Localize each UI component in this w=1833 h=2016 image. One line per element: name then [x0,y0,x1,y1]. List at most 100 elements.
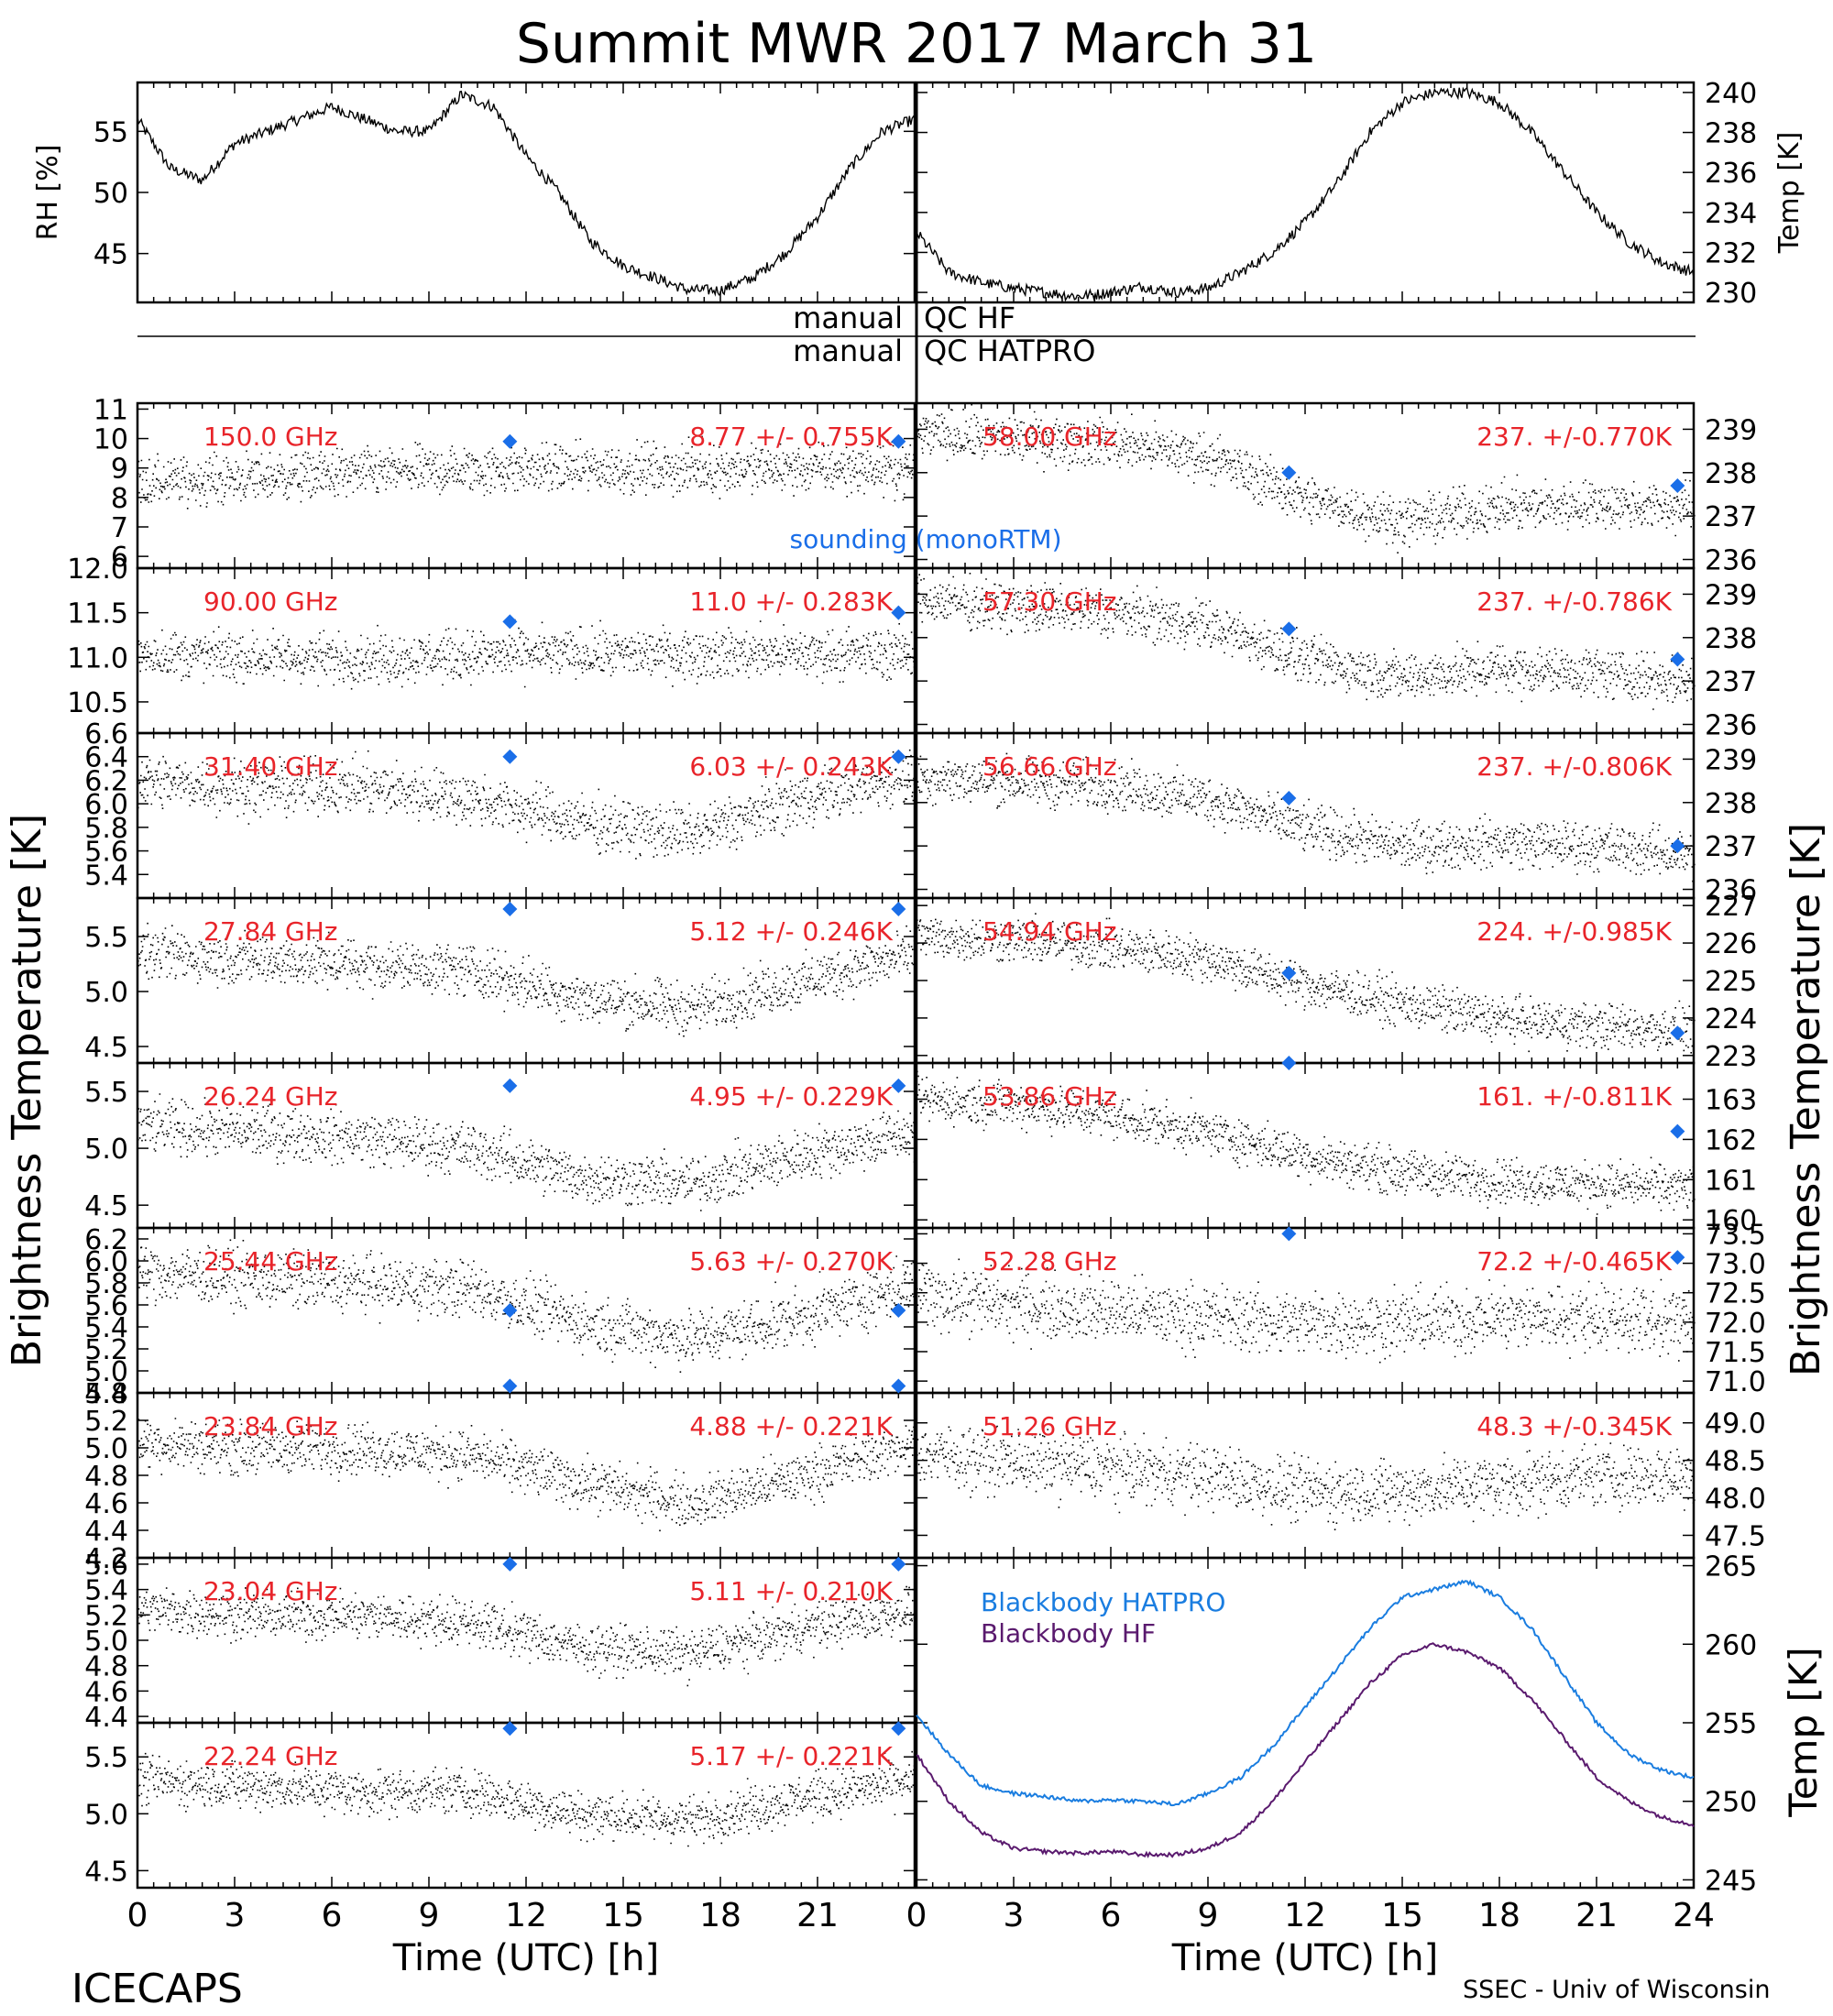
panel-54-94-freq-label: 54.94 GHz [982,916,1117,947]
x-tick-label-right: 18 [1478,1897,1520,1934]
panel-22-24-ytick-label: 5.0 [84,1799,128,1831]
panel-52-28-ytick-label: 73.5 [1705,1219,1766,1251]
legend-bb-hf: Blackbody HF [981,1618,1156,1649]
panel-58-00-ytick-label: 237 [1705,501,1757,533]
panel-90-00-stats-label: 11.0 +/- 0.283K [689,586,893,617]
panel-53-86-freq-label: 53.86 GHz [982,1081,1117,1112]
panel-23-84-ytick-label: 4.4 [84,1516,128,1548]
panel-52-28-ytick-label: 73.0 [1705,1249,1766,1281]
met-temp-line [916,86,1695,302]
panel-53-86-ytick-label: 163 [1705,1085,1757,1117]
panel-58-00-ytick-label: 239 [1705,414,1757,446]
panel-57-30-stats-label: 237. +/-0.786K [1476,586,1672,617]
panel-150-0-sounding-marker [502,433,518,449]
panel-90-00-freq-label: 90.00 GHz [203,586,338,617]
panel-26-24-ytick-label: 4.5 [84,1190,128,1222]
panel-51-26-freq-label: 51.26 GHz [982,1411,1117,1441]
x-tick-label-left: 0 [127,1897,148,1934]
panel-25-44-ytick-label: 5.8 [84,1268,128,1300]
x-tick-label-right: 15 [1381,1897,1423,1934]
panel-31-40-ytick-label: 6.0 [84,789,128,821]
panel-23-04-sounding-marker [891,1556,906,1572]
panel-23-84-ytick-label: 4.6 [84,1488,128,1520]
met-temp-ylabel: Temp [K] [1773,132,1806,255]
panel-54-94-ytick-label: 227 [1705,891,1757,923]
panel-54-94-stats-label: 224. +/-0.985K [1476,916,1672,947]
panel-56-66-data [916,752,1696,882]
met-rh-ylabel: RH [%] [32,145,64,241]
panel-150-0-sounding-marker [891,433,906,449]
panel-51-26-ytick-label: 48.5 [1705,1446,1766,1478]
panel-25-44-ytick-label: 5.6 [84,1290,128,1322]
panel-57-30-sounding-marker [1281,621,1297,637]
panel-31-40-ytick-label: 6.2 [84,765,128,797]
met-rh-ytick-label: 55 [93,116,128,148]
panel-25-44-freq-label: 25.44 GHz [203,1246,338,1276]
panel-51-26-ytick-label: 49.0 [1705,1408,1766,1441]
panel-54-94-ytick-label: 223 [1705,1041,1757,1073]
panel-51-26-stats-label: 48.3 +/-0.345K [1476,1411,1672,1441]
met-temp-ytick-label: 240 [1705,78,1757,110]
blackbody-ytick-label: 245 [1705,1865,1757,1897]
blackbody-ylabel: Temp [K] [1781,1647,1826,1818]
met-temp-ytick-label: 236 [1705,158,1757,190]
panel-58-00-ytick-label: 238 [1705,458,1757,490]
panel-90-00-ytick-label: 11.5 [67,598,128,630]
panel-25-44-data [137,1239,916,1373]
panel-52-28-stats-label: 72.2 +/-0.465K [1476,1246,1672,1276]
panel-150-0-data [137,435,916,509]
panel-23-84-sounding-marker [502,1378,518,1394]
panel-23-04-ytick-label: 5.4 [84,1575,128,1607]
panel-52-28-ytick-label: 71.0 [1705,1366,1766,1398]
panel-23-04-ytick-label: 5.6 [84,1550,128,1582]
x-tick-label-right: 9 [1198,1897,1219,1934]
blackbody-ytick-label: 250 [1705,1787,1757,1819]
met-temp-ytick-label: 230 [1705,278,1757,310]
panel-57-30-ytick-label: 237 [1705,666,1757,698]
panel-56-66-sounding-marker [1670,838,1685,854]
panel-150-0-stats-label: 8.77 +/- 0.755K [689,422,893,452]
sounding-legend: sounding (monoRTM) [790,524,1062,554]
panel-31-40-ytick-label: 6.6 [84,718,128,751]
panel-150-0-ytick-label: 7 [111,512,128,544]
panel-26-24-ytick-label: 5.5 [84,1077,128,1109]
panel-150-0-ytick-label: 10 [93,424,128,456]
panel-58-00-ytick-label: 236 [1705,545,1757,577]
panel-25-44-ytick-label: 5.2 [84,1334,128,1366]
panel-27-84-sounding-marker [502,902,518,916]
blackbody-series-hf [916,1642,1695,1858]
panel-31-40-sounding-marker [502,749,518,764]
panel-58-00-sounding-marker [1281,465,1297,480]
panel-57-30-freq-label: 57.30 GHz [982,586,1117,617]
panel-27-84-ytick-label: 5.0 [84,977,128,1009]
panel-22-24-sounding-marker [891,1721,906,1737]
x-tick-label-left: 12 [505,1897,547,1934]
panel-23-84-sounding-marker [891,1378,906,1394]
legend-bb-hatpro: Blackbody HATPRO [981,1587,1225,1617]
qc-hf-left: manual [793,301,903,335]
panel-22-24-sounding-marker [502,1721,518,1737]
panel-56-66-ytick-label: 237 [1705,831,1757,863]
panel-23-84-freq-label: 23.84 GHz [203,1411,338,1441]
panel-25-44-ytick-label: 5.0 [84,1356,128,1388]
blackbody-ytick-label: 260 [1705,1629,1757,1661]
x-tick-label-right: 21 [1575,1897,1618,1934]
panel-27-84-ytick-label: 4.5 [84,1032,128,1064]
x-tick-label-left: 9 [419,1897,440,1934]
panel-150-0-ytick-label: 6 [111,542,128,574]
panel-53-86-ytick-label: 161 [1705,1165,1757,1197]
x-tick-label-right: 24 [1673,1897,1715,1934]
panel-23-04-data [137,1585,916,1687]
panel-56-66-sounding-marker [1281,791,1297,806]
panel-52-28-ytick-label: 71.5 [1705,1337,1766,1369]
panel-90-00-sounding-marker [891,605,906,620]
met-temp-ytick-label: 238 [1705,118,1757,150]
met-rh-frame [136,81,916,304]
panel-23-04-stats-label: 5.11 +/- 0.210K [689,1576,893,1606]
panel-54-94-sounding-marker [1281,965,1297,981]
panel-31-40-ytick-label: 5.8 [84,813,128,845]
x-tick-label-left: 18 [699,1897,741,1934]
met-temp-ytick-label: 234 [1705,198,1757,230]
panel-25-44-sounding-marker [891,1303,906,1318]
x-tick-label-right: 3 [1004,1897,1025,1934]
